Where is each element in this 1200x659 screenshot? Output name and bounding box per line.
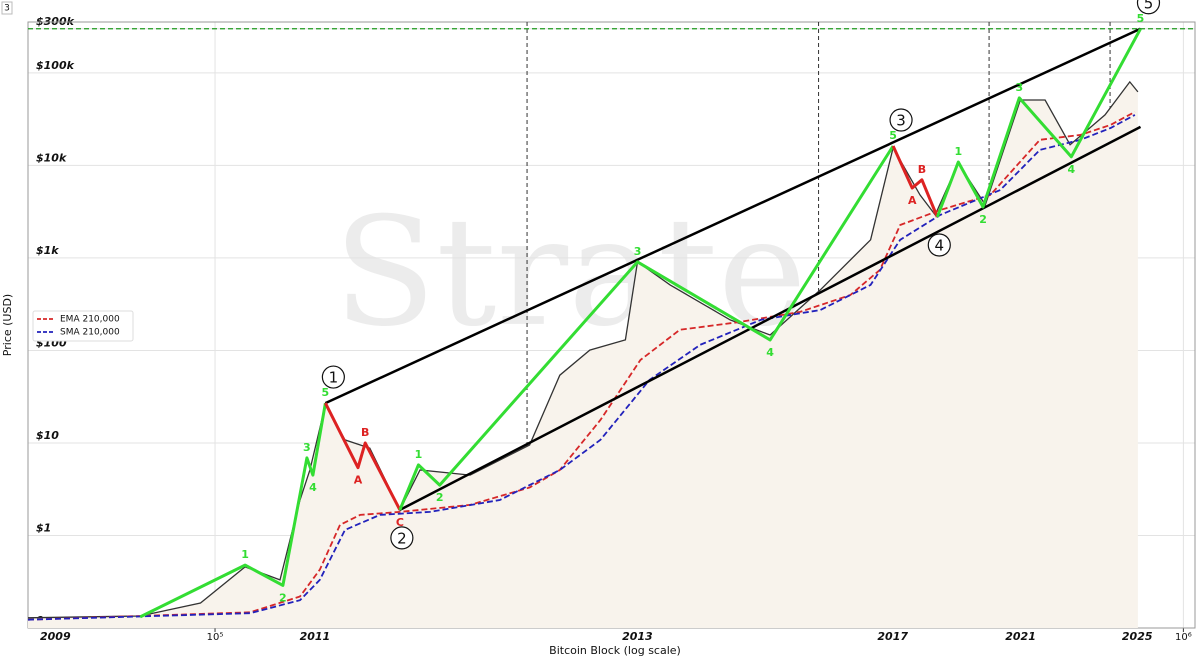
year-label: 2011: [300, 630, 331, 643]
average-line: [27, 111, 1136, 621]
wave-label: 4: [766, 346, 774, 359]
wave-label: 1: [954, 145, 962, 158]
y-tick-label: $10: [36, 429, 59, 442]
wave-label: 5: [322, 386, 330, 399]
degree-label: 3: [896, 112, 906, 130]
legend-label: SMA 210,000: [60, 328, 120, 338]
wave-line: [891, 145, 939, 218]
y-axis-title: Price (USD): [1, 294, 14, 356]
year-label: 2025: [1122, 630, 1153, 643]
year-label: 2013: [622, 630, 653, 643]
wave-label: 3: [1016, 81, 1024, 94]
degree-circle: [927, 233, 951, 257]
wave-label: 4: [1067, 163, 1075, 176]
wave-label: C: [396, 516, 404, 529]
wave-label: A: [908, 194, 917, 207]
x-tick-label: 10⁶: [1175, 632, 1192, 643]
price-area: [28, 81, 1138, 628]
degree-circle: [390, 526, 414, 550]
degree-label: 4: [935, 237, 945, 255]
x-axis-title: Bitcoin Block (log scale): [549, 644, 681, 657]
degree-label: 5: [1144, 0, 1154, 12]
y-tick-label: $1k: [36, 244, 59, 257]
wave-label: B: [361, 426, 369, 439]
price-line: [27, 80, 1139, 619]
wave-label: 5: [1137, 12, 1145, 25]
wave-label: A: [354, 474, 363, 487]
wave-label: 3: [303, 441, 311, 454]
corner-label: 3: [4, 4, 10, 14]
y-tick-label: $1: [36, 521, 51, 534]
degree-label: 1: [329, 369, 339, 387]
wave-label: 1: [241, 548, 249, 561]
wave-line: [139, 402, 327, 619]
wave-label: B: [918, 163, 926, 176]
legend-box: [32, 310, 134, 342]
legend-label: EMA 210,000: [60, 315, 120, 325]
channel-line: [324, 27, 1142, 405]
degree-circle: [889, 108, 913, 132]
wave-label: 2: [279, 591, 287, 604]
x-tick-label: 10⁵: [207, 632, 224, 643]
year-label: 2017: [877, 630, 908, 643]
wave-label: 3: [634, 245, 642, 258]
y-tick-label: $100k: [36, 59, 75, 72]
wave-label: 2: [979, 213, 987, 226]
average-line: [27, 114, 1136, 621]
wave-label: 1: [415, 448, 423, 461]
wave-line: [324, 402, 402, 511]
wave-line: [398, 145, 895, 511]
y-tick-label: $300k: [36, 15, 75, 28]
degree-circle: [1136, 0, 1161, 15]
wave-label: 5: [889, 129, 897, 142]
year-label: 2009: [40, 630, 71, 643]
wave-label: 4: [309, 481, 317, 494]
wave-line: [935, 28, 1142, 218]
channel-line: [399, 125, 1142, 512]
degree-label: 2: [397, 529, 407, 547]
y-tick-label: $10k: [36, 151, 67, 164]
corner-box: [1, 1, 13, 15]
degree-circle: [321, 365, 345, 389]
year-label: 2021: [1005, 630, 1036, 643]
wave-label: 2: [436, 491, 444, 504]
